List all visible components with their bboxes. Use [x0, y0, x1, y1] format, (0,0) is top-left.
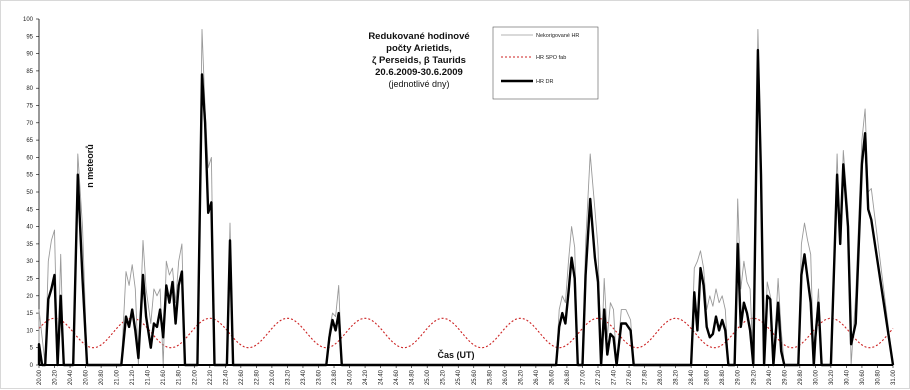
chart-title-line-1: Redukované hodinové [368, 31, 469, 42]
legend-label-uncorrected: Nekorigované HR [536, 33, 579, 39]
chart-title-line-4: 20.6.2009-30.6.2009 [375, 67, 463, 78]
y-tick-label: 100 [23, 17, 34, 23]
legend: Nekorigované HR HR SPO fab HR DR [492, 26, 599, 100]
x-axis-label: Čas (UT) [437, 349, 474, 360]
series-uncorrected-hr [38, 28, 894, 366]
y-tick-label: 5 [30, 346, 34, 352]
x-tick-label: 28.00 [658, 369, 664, 385]
series-hr-dr [37, 48, 895, 367]
x-tick-label: 28.20 [674, 369, 680, 385]
x-tick-label: 26.00 [503, 369, 509, 385]
y-tick-label: 30 [26, 259, 33, 265]
x-tick-label: 28.40 [689, 369, 695, 385]
y-tick-label: 85 [26, 69, 33, 75]
y-tick-label: 45 [26, 207, 33, 213]
y-tick-label: 80 [26, 86, 33, 92]
x-tick-label: 24.20 [363, 369, 369, 385]
legend-label-dr: HR DR [536, 79, 553, 85]
y-tick-label: 65 [26, 138, 33, 144]
y-tick-label: 10 [26, 328, 33, 334]
y-tick-label: 25 [26, 277, 33, 283]
y-tick-label: 70 [26, 121, 33, 127]
x-tick-label: 21.20 [130, 369, 136, 385]
y-tick-label: 20 [26, 294, 33, 300]
x-tick-label: 23.80 [332, 369, 338, 385]
y-tick-label: 0 [30, 363, 34, 369]
x-tick-label: 23.20 [285, 369, 291, 385]
legend-box [492, 26, 599, 100]
x-tick-label: 21.60 [161, 369, 167, 385]
x-tick-label: 25.20 [441, 369, 447, 385]
x-tick-label: 21.80 [177, 369, 183, 385]
chart-title-line-3: ζ Perseids, β Taurids [372, 55, 466, 66]
x-tick-label: 23.60 [316, 369, 322, 385]
x-tick-label: 31.00 [891, 369, 897, 385]
x-tick-label: 29.20 [751, 369, 757, 385]
x-tick-label: 28.60 [705, 369, 711, 385]
y-tick-label: 55 [26, 173, 33, 179]
x-tick-label: 20.40 [68, 369, 74, 385]
x-tick-label: 26.20 [518, 369, 524, 385]
x-tick-label: 30.60 [860, 369, 866, 385]
x-tick-label: 27.40 [612, 369, 618, 385]
x-tick-label: 24.40 [379, 369, 385, 385]
y-tick-label: 40 [26, 225, 33, 231]
x-tick-label: 21.00 [115, 369, 121, 385]
legend-label-spo: HR SPO fab [536, 55, 566, 61]
x-tick-label: 22.80 [254, 369, 260, 385]
x-tick-label: 24.80 [410, 369, 416, 385]
x-tick-label: 29.60 [782, 369, 788, 385]
x-tick-label: 26.40 [534, 369, 540, 385]
x-tick-label: 22.20 [208, 369, 214, 385]
x-tick-label: 23.00 [270, 369, 276, 385]
series-hr-spo [38, 317, 894, 349]
x-tick-label: 20.00 [37, 369, 43, 385]
x-tick-label: 20.60 [84, 369, 90, 385]
y-tick-label: 15 [26, 311, 33, 317]
y-tick-label: 35 [26, 242, 33, 248]
x-tick-label: 22.00 [192, 369, 198, 385]
chart-title-block: Redukované hodinové počty Arietids, ζ Pe… [368, 31, 469, 89]
x-tick-label: 29.80 [798, 369, 804, 385]
y-axis-label: n meteorů [85, 144, 95, 188]
chart-title-line-2: počty Arietids, [386, 43, 452, 54]
x-tick-label: 23.40 [301, 369, 307, 385]
x-tick-label: 30.80 [875, 369, 881, 385]
chart-subtitle: (jednotlivé dny) [388, 79, 449, 89]
x-tick-label: 30.40 [844, 369, 850, 385]
x-tick-label: 24.60 [394, 369, 400, 385]
x-tick-label: 30.20 [829, 369, 835, 385]
x-tick-label: 25.00 [425, 369, 431, 385]
x-tick-label: 20.20 [53, 369, 59, 385]
x-tick-label: 27.00 [580, 369, 586, 385]
y-tick-label: 90 [26, 52, 33, 58]
series-layer [37, 28, 895, 367]
x-tick-label: 27.80 [643, 369, 649, 385]
x-tick-label: 22.60 [239, 369, 245, 385]
x-tick-label: 27.60 [627, 369, 633, 385]
x-tick-label: 28.80 [720, 369, 726, 385]
x-tick-label: 29.40 [767, 369, 773, 385]
y-tick-label: 50 [26, 190, 33, 196]
y-tick-label: 95 [26, 34, 33, 40]
x-tick-label: 29.00 [736, 369, 742, 385]
axes: 0 5 10 15 20 25 30 35 40 45 50 55 60 65 70 75 80 85 90 95 10… [23, 17, 897, 385]
x-tick-label: 27.20 [596, 369, 602, 385]
x-tick-label: 26.60 [549, 369, 555, 385]
x-tick-label: 30.00 [813, 369, 819, 385]
y-tick-label: 60 [26, 155, 33, 161]
x-tick-label: 25.60 [472, 369, 478, 385]
x-tick-label: 21.40 [146, 369, 152, 385]
x-tick-label: 25.40 [456, 369, 462, 385]
x-tick-label: 20.80 [99, 369, 105, 385]
y-tick-label: 75 [26, 104, 33, 110]
x-tick-label: 24.00 [348, 369, 354, 385]
x-tick-label: 25.80 [487, 369, 493, 385]
x-tick-label: 22.40 [223, 369, 229, 385]
x-tick-label: 26.80 [565, 369, 571, 385]
